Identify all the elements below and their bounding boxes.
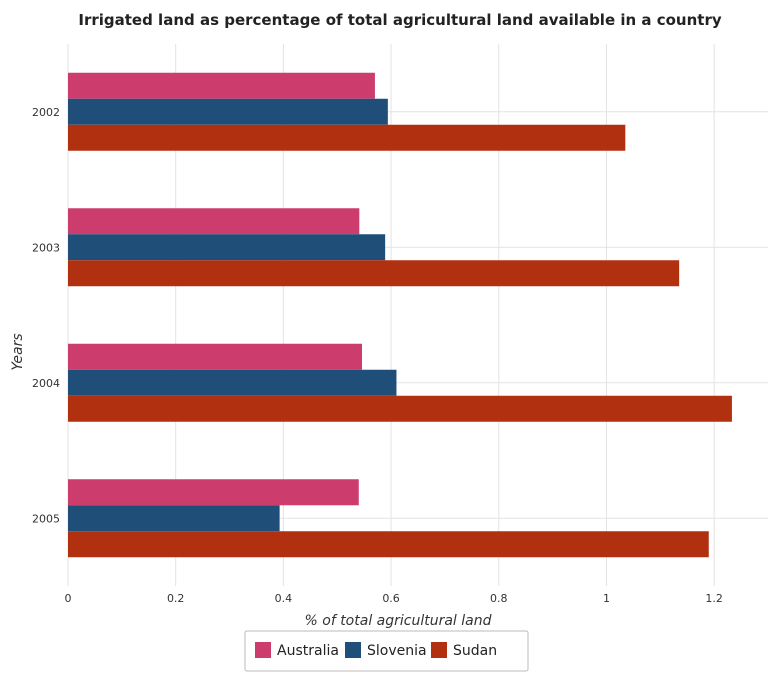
bar-slovenia-2002 [68,98,388,125]
y-tick-label: 2002 [32,106,60,119]
x-axis-ticks: 0 0.2 0.4 0.6 0.8 1 1.2 [65,592,723,605]
y-tick-label: 2004 [32,377,60,390]
x-tick-label: 1.2 [705,592,723,605]
bars [68,72,732,558]
bar-sudan-2005 [68,531,709,558]
bar-sudan-2003 [68,260,680,287]
legend-swatch-slovenia [345,642,361,658]
legend-box [244,630,529,672]
y-axis-ticks: 2002 2003 2004 2005 [32,106,60,526]
bar-slovenia-2004 [68,369,397,396]
bar-australia-2003 [68,208,360,235]
bar-sudan-2002 [68,124,626,151]
legend: Australia Slovenia Sudan [244,630,529,672]
bar-sudan-2004 [68,395,732,422]
legend-label-australia: Australia [277,643,339,659]
bar-slovenia-2003 [68,234,386,261]
y-tick-label: 2005 [32,512,60,525]
y-tick-label: 2003 [32,241,60,254]
legend-label-slovenia: Slovenia [367,643,427,659]
x-tick-label: 0 [65,592,72,605]
legend-swatch-australia [255,642,271,658]
x-tick-label: 0.8 [490,592,508,605]
legend-label-sudan: Sudan [453,643,497,659]
x-axis-label: % of total agricultural land [305,613,492,629]
chart-title: Irrigated land as percentage of total ag… [78,11,721,29]
x-tick-label: 0.4 [275,592,293,605]
x-tick-label: 0.6 [382,592,400,605]
bar-australia-2005 [68,479,359,506]
legend-swatch-sudan [431,642,447,658]
y-axis-label: Years [10,333,26,370]
bar-australia-2004 [68,343,362,370]
x-tick-label: 1 [603,592,610,605]
x-tick-label: 0.2 [167,592,185,605]
bar-australia-2002 [68,72,375,99]
bar-slovenia-2005 [68,505,280,532]
